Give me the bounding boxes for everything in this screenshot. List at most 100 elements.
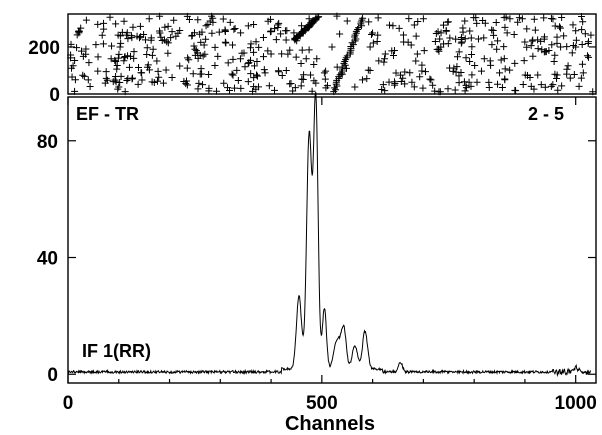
- top-y-tick-label: 0: [49, 85, 60, 106]
- scatter-point: [78, 47, 86, 55]
- scatter-point: [460, 78, 468, 86]
- scatter-point: [189, 70, 197, 78]
- scatter-point: [124, 75, 132, 83]
- scatter-point: [572, 27, 580, 35]
- scatter-point: [275, 68, 283, 76]
- scatter-point: [113, 65, 121, 73]
- scatter-point: [201, 50, 209, 58]
- scatter-point: [421, 68, 429, 76]
- scatter-point: [399, 31, 407, 39]
- scatter-point: [241, 63, 249, 71]
- scatter-point: [547, 82, 555, 90]
- scatter-point: [297, 59, 305, 67]
- scatter-point: [468, 71, 476, 79]
- scatter-point: [265, 82, 273, 90]
- scatter-point: [572, 36, 580, 44]
- scatter-point: [358, 16, 366, 24]
- scatter-point: [583, 52, 591, 60]
- scatter-point: [182, 80, 190, 88]
- scatter-point: [406, 69, 414, 77]
- scatter-point: [451, 86, 459, 94]
- scatter-point: [253, 72, 261, 80]
- scatter-point: [205, 84, 213, 92]
- scatter-point: [547, 14, 555, 22]
- scatter-point: [230, 25, 238, 33]
- scatter-point: [412, 32, 420, 40]
- scatter-point: [199, 52, 207, 60]
- scatter-point: [557, 43, 565, 51]
- scatter-point: [298, 75, 306, 83]
- scatter-point: [130, 54, 138, 62]
- scatter-point: [342, 64, 350, 72]
- scatter-point: [342, 56, 350, 64]
- scatter-point: [264, 47, 272, 55]
- scatter-point: [468, 51, 476, 59]
- scatter-point: [68, 64, 76, 72]
- scatter-point: [550, 57, 558, 65]
- scatter-point: [542, 48, 550, 56]
- scatter-point: [237, 84, 245, 92]
- scatter-point: [413, 50, 421, 58]
- scatter-point: [100, 25, 108, 33]
- bottom-y-axis: 0 40 80: [37, 132, 596, 386]
- scatter-point: [106, 13, 114, 21]
- scatter-point: [462, 54, 470, 62]
- bottom-panel-frame: [67, 96, 597, 384]
- scatter-point: [519, 81, 527, 89]
- scatter-point: [418, 67, 426, 75]
- scatter-point: [503, 29, 511, 37]
- scatter-point: [255, 43, 263, 51]
- scatter-point: [556, 24, 564, 32]
- scatter-point: [274, 21, 282, 29]
- scatter-point: [282, 66, 290, 74]
- scatter-point: [433, 45, 441, 53]
- scatter-point: [343, 17, 351, 25]
- scatter-point: [149, 45, 157, 53]
- scatter-point: [224, 84, 232, 92]
- scatter-point: [446, 64, 454, 72]
- scatter-point: [410, 21, 418, 29]
- scatter-point: [488, 41, 496, 49]
- scatter-point: [161, 23, 169, 31]
- scatter-point: [301, 25, 309, 33]
- scatter-point: [164, 22, 172, 30]
- scatter-point: [221, 26, 229, 34]
- scatter-point: [313, 55, 321, 63]
- scatter-point: [479, 16, 487, 24]
- scatter-point: [197, 38, 205, 46]
- scatter-point: [553, 39, 561, 47]
- scatter-point: [493, 45, 501, 53]
- scatter-point: [84, 76, 92, 84]
- scatter-point: [116, 78, 124, 86]
- scatter-point: [444, 85, 452, 93]
- scatter-point: [581, 30, 589, 38]
- scatter-point: [194, 85, 202, 93]
- scatter-point: [145, 15, 153, 23]
- scatter-point: [305, 46, 313, 54]
- scatter-point: [558, 14, 566, 22]
- scatter-point: [490, 31, 498, 39]
- scatter-point: [113, 61, 121, 69]
- scatter-point: [155, 73, 163, 81]
- scatter-point: [310, 77, 318, 85]
- scatter-point: [452, 35, 460, 43]
- scatter-point: [419, 84, 427, 92]
- x-tick-label: 500: [306, 393, 338, 414]
- scatter-point: [385, 78, 393, 86]
- scatter-point: [515, 14, 523, 22]
- scatter-point: [85, 59, 93, 67]
- scatter-point: [501, 23, 509, 31]
- scatter-point: [121, 53, 129, 61]
- scatter-point: [253, 57, 261, 65]
- scatter-point: [135, 64, 143, 72]
- scatter-point: [247, 70, 255, 78]
- scatter-point: [250, 48, 258, 56]
- scatter-point: [412, 57, 420, 65]
- bottom-spectrum-panel: 0 40 80 0 500 1000 EF - TR 2 - 5 IF 1(RR) Ch…: [37, 91, 597, 435]
- scatter-point: [229, 71, 237, 79]
- scatter-point: [453, 63, 461, 71]
- scatter-point: [566, 74, 574, 82]
- scatter-point: [367, 30, 375, 38]
- scatter-point: [575, 82, 583, 90]
- scatter-point: [250, 20, 258, 28]
